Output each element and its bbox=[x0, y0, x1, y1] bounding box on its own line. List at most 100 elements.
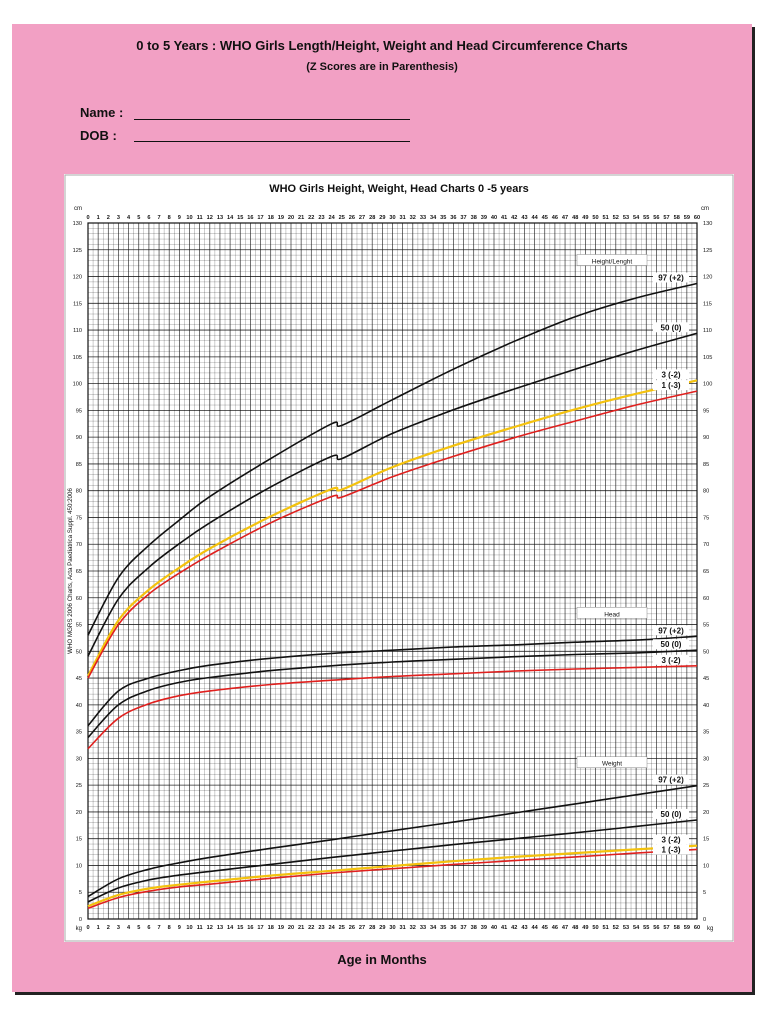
x-tick-label-bottom: 23 bbox=[318, 925, 324, 931]
name-field[interactable] bbox=[136, 104, 408, 120]
x-tick-label-top: 25 bbox=[339, 215, 345, 221]
x-tick-label-bottom: 31 bbox=[400, 925, 406, 931]
x-axis-label: Age in Months bbox=[337, 952, 427, 967]
x-tick-label-top: 4 bbox=[127, 215, 131, 221]
y-tick-label-left: 0 bbox=[79, 917, 82, 923]
x-tick-label-top: 36 bbox=[450, 215, 456, 221]
x-tick-label-top: 53 bbox=[623, 215, 629, 221]
y-tick-label-left: 130 bbox=[73, 221, 82, 227]
x-tick-label-top: 26 bbox=[349, 215, 355, 221]
y-tick-label-left: 100 bbox=[73, 382, 82, 388]
x-tick-label-top: 2 bbox=[107, 215, 110, 221]
y-tick-label-right: 115 bbox=[703, 301, 712, 307]
x-tick-label-top: 41 bbox=[501, 215, 507, 221]
x-tick-label-top: 20 bbox=[288, 215, 294, 221]
y-tick-label-left: 15 bbox=[76, 837, 82, 843]
side-note: WHO MGRS 2006 Charts, Acta Paediatrica S… bbox=[67, 488, 74, 654]
y-tick-label-left: 85 bbox=[76, 462, 82, 468]
y-tick-label-right: 55 bbox=[703, 623, 709, 629]
x-tick-label-top: 54 bbox=[633, 215, 640, 221]
x-tick-label-bottom: 13 bbox=[217, 925, 223, 931]
x-tick-label-bottom: 58 bbox=[674, 925, 680, 931]
series-label-bg bbox=[653, 272, 689, 283]
x-tick-label-bottom: 12 bbox=[207, 925, 213, 931]
x-tick-label-bottom: 34 bbox=[430, 925, 437, 931]
y-tick-label-left: 60 bbox=[76, 596, 82, 602]
head-curve-32 bbox=[87, 665, 698, 750]
x-tick-label-top: 11 bbox=[197, 215, 203, 221]
x-tick-label-bottom: 37 bbox=[460, 925, 466, 931]
x-tick-label-top: 35 bbox=[440, 215, 446, 221]
x-tick-label-bottom: 26 bbox=[349, 925, 355, 931]
growth-chart-panel: WHO Girls Height, Weight, Head Charts 0 … bbox=[64, 174, 734, 942]
y-tick-label-right: 30 bbox=[703, 756, 709, 762]
y-tick-label-right: 75 bbox=[703, 515, 709, 521]
y-tick-label-left: 70 bbox=[76, 542, 82, 548]
x-tick-label-bottom: 14 bbox=[227, 925, 234, 931]
series-label: 1 (-3) bbox=[661, 381, 680, 390]
x-tick-label-top: 24 bbox=[328, 215, 335, 221]
x-tick-label-top: 55 bbox=[643, 215, 649, 221]
y-tick-label-left: 55 bbox=[76, 623, 82, 629]
growth-chart: WHO Girls Height, Weight, Head Charts 0 … bbox=[64, 174, 734, 942]
y-tick-label-left: 10 bbox=[76, 863, 82, 869]
x-tick-label-top: 51 bbox=[603, 215, 609, 221]
dob-label: DOB : bbox=[80, 128, 117, 143]
head-curve-500 bbox=[87, 649, 698, 739]
name-underline bbox=[134, 119, 410, 120]
y-tick-label-left: 115 bbox=[73, 301, 82, 307]
x-tick-label-top: 16 bbox=[247, 215, 253, 221]
x-tick-label-bottom: 49 bbox=[582, 925, 588, 931]
x-tick-label-top: 18 bbox=[268, 215, 274, 221]
y-tick-label-left: 40 bbox=[76, 703, 82, 709]
x-tick-label-bottom: 50 bbox=[592, 925, 598, 931]
y-tick-label-right: 35 bbox=[703, 730, 709, 736]
y-tick-label-right: 70 bbox=[703, 542, 709, 548]
x-tick-label-bottom: 15 bbox=[237, 925, 243, 931]
x-tick-label-bottom: 9 bbox=[178, 925, 181, 931]
x-tick-label-top: 44 bbox=[531, 215, 538, 221]
x-tick-label-bottom: 4 bbox=[127, 925, 131, 931]
x-tick-label-bottom: 22 bbox=[308, 925, 314, 931]
series-label: 97 (+2) bbox=[658, 776, 684, 785]
weight-curve-972 bbox=[87, 784, 698, 898]
x-tick-label-top: 32 bbox=[410, 215, 416, 221]
x-tick-label-top: 38 bbox=[471, 215, 477, 221]
series-label-bg bbox=[653, 625, 689, 636]
x-tick-label-top: 27 bbox=[359, 215, 365, 221]
x-tick-label-bottom: 0 bbox=[86, 925, 89, 931]
x-tick-label-bottom: 29 bbox=[379, 925, 385, 931]
x-tick-label-top: 49 bbox=[582, 215, 588, 221]
x-tick-label-bottom: 54 bbox=[633, 925, 640, 931]
y-tick-label-right: 125 bbox=[703, 248, 712, 254]
x-tick-label-top: 7 bbox=[157, 215, 160, 221]
x-tick-label-top: 0 bbox=[86, 215, 89, 221]
chart-sheet: 0 to 5 Years : WHO Girls Length/Height, … bbox=[12, 24, 752, 992]
y-tick-label-left: 105 bbox=[73, 355, 82, 361]
dob-field[interactable] bbox=[136, 126, 408, 142]
height-lenght-curve-32 bbox=[87, 379, 698, 677]
series-label: 97 (+2) bbox=[658, 626, 684, 635]
x-tick-label-bottom: 17 bbox=[257, 925, 263, 931]
unit-label-kg-right: kg bbox=[707, 926, 713, 932]
x-tick-label-bottom: 3 bbox=[117, 925, 120, 931]
x-tick-label-top: 8 bbox=[168, 215, 171, 221]
y-tick-label-right: 0 bbox=[703, 917, 706, 923]
x-tick-label-bottom: 16 bbox=[247, 925, 253, 931]
y-tick-label-left: 45 bbox=[76, 676, 82, 682]
x-tick-label-top: 30 bbox=[389, 215, 395, 221]
series-label-bg bbox=[653, 654, 689, 665]
x-tick-label-top: 47 bbox=[562, 215, 568, 221]
x-tick-label-bottom: 43 bbox=[521, 925, 527, 931]
series-label-bg bbox=[653, 774, 689, 785]
x-tick-label-bottom: 20 bbox=[288, 925, 294, 931]
x-tick-label-top: 5 bbox=[137, 215, 140, 221]
group-label-box bbox=[576, 254, 648, 266]
series-label-bg bbox=[653, 369, 689, 380]
series-label-bg bbox=[653, 844, 689, 855]
x-tick-label-top: 58 bbox=[674, 215, 680, 221]
x-tick-label-top: 56 bbox=[653, 215, 659, 221]
x-tick-label-bottom: 11 bbox=[197, 925, 203, 931]
y-tick-label-right: 85 bbox=[703, 462, 709, 468]
x-tick-label-top: 23 bbox=[318, 215, 324, 221]
